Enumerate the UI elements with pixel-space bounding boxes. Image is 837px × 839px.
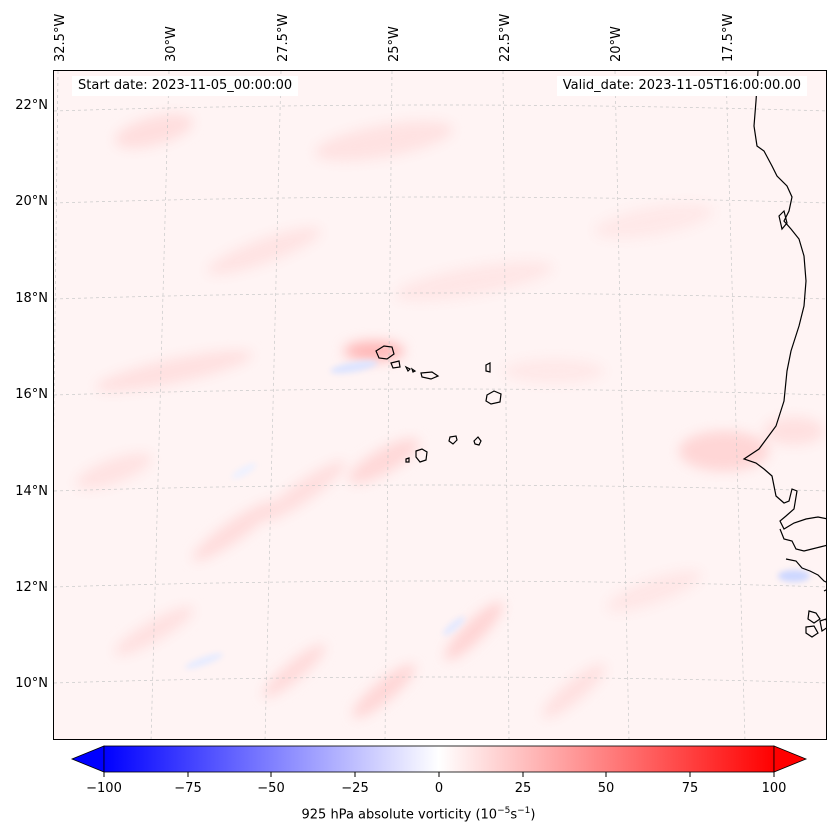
start-date-label: Start date: 2023-11-05_00:00:00 [72, 76, 298, 96]
colorbar-tick-minus-75: −75 [174, 781, 201, 796]
lat-label-16n: 16°N [0, 387, 48, 402]
lat-label-20n: 20°N [0, 194, 48, 209]
lon-label-25w: 25°W [387, 26, 402, 62]
lon-label-17-5w: 17.5°W [721, 14, 736, 62]
colorbar-tick-minus-25: −25 [341, 781, 368, 796]
lon-label-32-5w: 32.5°W [53, 14, 68, 62]
lat-label-14n: 14°N [0, 484, 48, 499]
colorbar-tick-marks [104, 772, 774, 777]
colorbar-gradient [104, 746, 774, 772]
colorbar-min-arrow [72, 746, 104, 772]
lon-label-30w: 30°W [164, 26, 179, 62]
valid-date-label: Valid_date: 2023-11-05T16:00:00.00 [557, 76, 807, 96]
colorbar-max-arrow [774, 746, 806, 772]
colorbar-tick-75: 75 [682, 781, 699, 796]
colorbar-tick-100: 100 [762, 781, 787, 796]
colorbar-tick-minus-50: −50 [257, 781, 284, 796]
lat-label-10n: 10°N [0, 676, 48, 691]
colorbar-tick-minus-100: −100 [86, 781, 122, 796]
map-panel[interactable] [53, 70, 827, 740]
lon-label-27-5w: 27.5°W [276, 14, 291, 62]
lat-label-18n: 18°N [0, 291, 48, 306]
ocean-background [54, 71, 827, 740]
colorbar-label: 925 hPa absolute vorticity (10−5s−1) [0, 806, 837, 822]
colorbar [0, 744, 837, 784]
lon-label-22-5w: 22.5°W [498, 14, 513, 62]
vorticity-field-map [54, 71, 827, 740]
lat-label-22n: 22°N [0, 98, 48, 113]
colorbar-tick-25: 25 [515, 781, 532, 796]
lat-label-12n: 12°N [0, 580, 48, 595]
lon-label-20w: 20°W [609, 26, 624, 62]
colorbar-tick-0: 0 [435, 781, 443, 796]
colorbar-tick-50: 50 [598, 781, 615, 796]
